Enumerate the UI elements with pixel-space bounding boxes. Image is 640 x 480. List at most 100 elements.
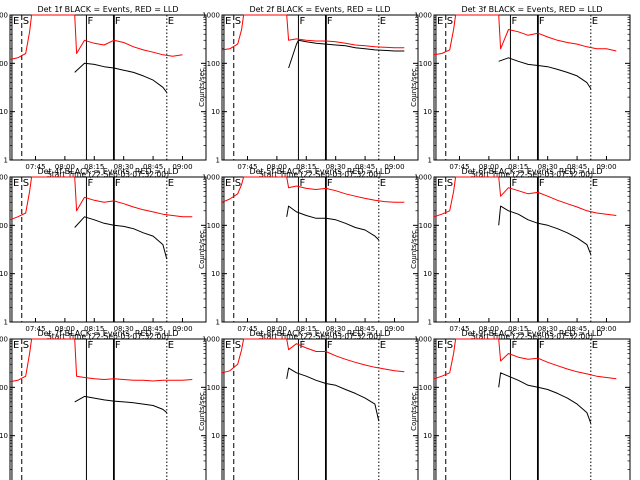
x-tick-label: 09:00 [172, 163, 192, 171]
y-tick-label: 10 [211, 108, 220, 116]
marker-label: F [87, 16, 93, 27]
series-events [74, 395, 168, 413]
series-lld [221, 14, 405, 51]
marker-label: F [87, 340, 93, 351]
panel-title: Det 4f BLACK = Events, RED = LLD [37, 167, 178, 176]
y-tick-label: 100 [419, 60, 432, 68]
marker-label: F [115, 178, 121, 189]
marker-label: S [235, 340, 241, 351]
y-tick-label: 100 [207, 384, 220, 392]
marker-label: E [380, 178, 386, 189]
y-tick-label: 10 [0, 270, 8, 278]
marker-label: E [437, 16, 443, 27]
marker-label: S [447, 178, 453, 189]
y-tick-label: 100 [419, 384, 432, 392]
x-tick-label: 07:45 [237, 325, 257, 333]
x-tick-label: 08:45 [143, 325, 163, 333]
x-tick-label: 07:45 [449, 325, 469, 333]
marker-label: F [511, 178, 517, 189]
marker-label: F [539, 340, 545, 351]
x-tick-label: 08:00 [479, 325, 499, 333]
panel-title: Det 5f BLACK = Events, RED = LLD [249, 167, 390, 176]
x-tick-label: 08:45 [143, 163, 163, 171]
marker-label: E [437, 340, 443, 351]
x-tick-label: 09:00 [596, 163, 616, 171]
x-axis-label: Start Time (22-Sep-03 07:32:00) [471, 170, 593, 179]
x-tick-label: 07:45 [237, 163, 257, 171]
marker-label: E [380, 340, 386, 351]
series-lld [433, 14, 617, 56]
x-tick-label: 08:15 [508, 163, 528, 171]
marker-label: F [115, 340, 121, 351]
panel-title: Det 8f BLACK = Events, RED = LLD [249, 329, 390, 338]
y-tick-label: 10 [211, 432, 220, 440]
marker-label: F [115, 16, 121, 27]
x-tick-label: 08:30 [326, 163, 346, 171]
series-lld [9, 176, 193, 221]
x-tick-label: 08:15 [296, 325, 316, 333]
marker-label: E [592, 178, 598, 189]
y-tick-label: 1000 [202, 12, 220, 20]
y-tick-label: 1 [4, 319, 8, 327]
x-axis-label: Start Time (22-Sep-03 07:32:00) [47, 170, 169, 179]
marker-label: E [592, 340, 598, 351]
marker-label: E [225, 178, 231, 189]
marker-label: E [13, 178, 19, 189]
plot-frame [433, 14, 631, 161]
plot-frame [221, 338, 419, 480]
y-tick-label: 1000 [414, 336, 432, 344]
marker-label: F [511, 16, 517, 27]
panel-title: Det 9f BLACK = Events, RED = LLD [461, 329, 602, 338]
marker-label: F [327, 16, 333, 27]
x-tick-label: 08:15 [296, 163, 316, 171]
x-tick-label: 08:00 [267, 163, 287, 171]
x-tick-label: 08:45 [567, 325, 587, 333]
marker-label: E [437, 178, 443, 189]
y-tick-label: 100 [0, 222, 8, 230]
x-tick-label: 08:45 [355, 163, 375, 171]
plot-frame [221, 176, 419, 323]
x-axis-label: Start Time (22-Sep-03 07:32:00) [259, 332, 381, 341]
marker-label: S [447, 340, 453, 351]
plot-frame [433, 338, 631, 480]
x-tick-label: 08:45 [355, 325, 375, 333]
marker-label: S [23, 340, 29, 351]
x-tick-label: 09:00 [172, 325, 192, 333]
marker-label: S [23, 178, 29, 189]
marker-label: F [299, 178, 305, 189]
marker-label: F [299, 16, 305, 27]
marker-label: F [539, 16, 545, 27]
x-tick-label: 07:45 [25, 325, 45, 333]
y-tick-label: 100 [207, 60, 220, 68]
detector-panel-5: Det 5f BLACK = Events, RED = LLD 1 10 100 10… [198, 167, 419, 341]
marker-label: E [592, 16, 598, 27]
marker-label: E [168, 16, 174, 27]
detector-panel-2: Det 2f BLACK = Events, RED = LLD 1 10 100 10… [198, 5, 419, 179]
y-axis-label: Counts/sec [198, 230, 206, 269]
panel-title: Det 7f BLACK = Events, RED = LLD [37, 329, 178, 338]
marker-label: F [511, 340, 517, 351]
y-tick-label: 1000 [0, 12, 8, 20]
series-events [286, 205, 380, 241]
y-tick-label: 10 [0, 108, 8, 116]
y-tick-label: 1000 [0, 336, 8, 344]
y-tick-label: 100 [0, 384, 8, 392]
series-events [498, 205, 592, 255]
y-tick-label: 1000 [414, 12, 432, 20]
plot-frame [9, 14, 207, 161]
series-lld [9, 338, 193, 383]
x-tick-label: 08:15 [84, 163, 104, 171]
x-tick-label: 08:45 [567, 163, 587, 171]
x-axis-label: Start Time (22-Sep-03 07:32:00) [259, 170, 381, 179]
y-tick-label: 10 [423, 432, 432, 440]
detector-panel-9: Det 9f BLACK = Events, RED = LLD11010010… [410, 329, 631, 480]
y-axis-label: Counts/sec [410, 392, 418, 431]
y-axis-label: Counts/sec [198, 392, 206, 431]
marker-label: E [225, 340, 231, 351]
y-tick-label: 1 [428, 157, 432, 165]
marker-label: E [13, 16, 19, 27]
x-tick-label: 08:00 [55, 163, 75, 171]
panel-title: Det 2f BLACK = Events, RED = LLD [249, 5, 390, 14]
y-tick-label: 10 [423, 108, 432, 116]
